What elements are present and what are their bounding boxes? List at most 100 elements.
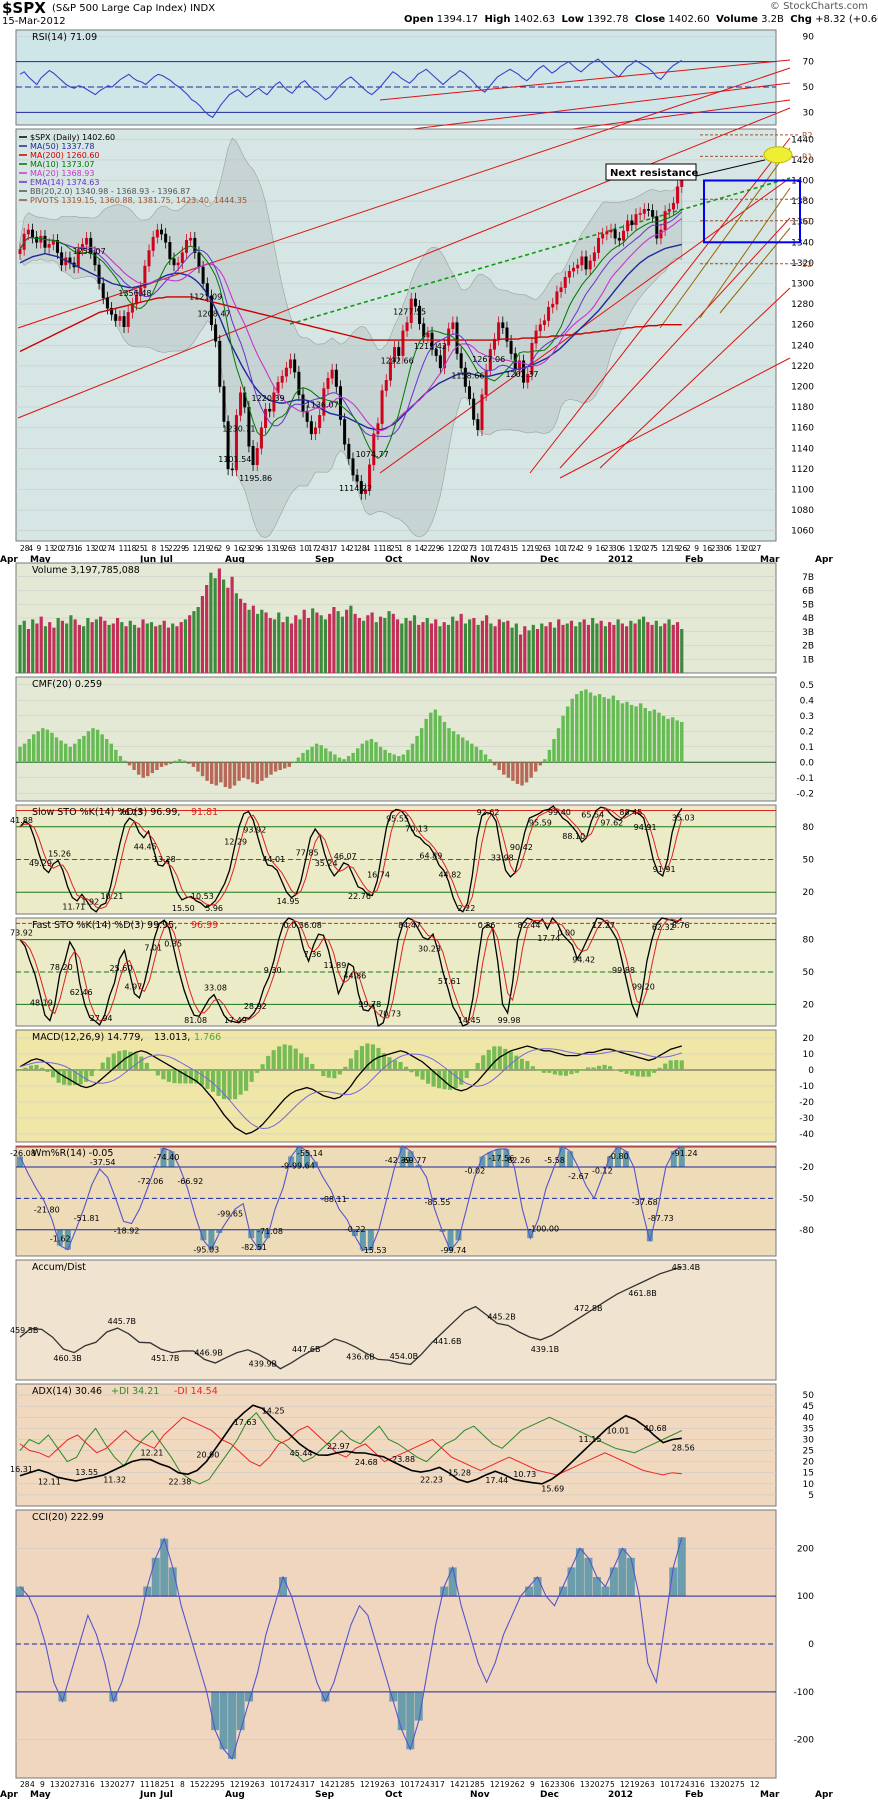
wmr-tick-label: -80 bbox=[799, 1226, 814, 1236]
cmf-bar bbox=[602, 697, 606, 763]
candle-body bbox=[318, 415, 322, 428]
macd-bar bbox=[326, 1070, 331, 1078]
macd-bar bbox=[177, 1070, 182, 1084]
candle-body bbox=[443, 345, 447, 369]
bottom-month-label: Sep bbox=[315, 1790, 335, 1800]
volume-bar bbox=[646, 622, 650, 673]
macd-bar bbox=[492, 1046, 497, 1070]
date-tick-label: 9 bbox=[226, 544, 231, 553]
volume-bar bbox=[582, 619, 586, 673]
bottom-date-tick-label: 5 bbox=[610, 1780, 615, 1789]
volume-bar bbox=[489, 623, 493, 673]
wmr-overbought-fill bbox=[503, 1148, 510, 1167]
fast-sto-tick-label: 20 bbox=[803, 1000, 815, 1010]
wmr-overbought-fill bbox=[17, 1156, 23, 1167]
slow-sto-value-label: 77.85 bbox=[296, 849, 319, 858]
date-tick-label: 5 bbox=[184, 544, 189, 553]
macd-bar bbox=[78, 1070, 83, 1085]
cmf-bar bbox=[109, 743, 113, 763]
wmr-overbought-fill bbox=[168, 1151, 175, 1167]
volume-bar bbox=[230, 576, 234, 673]
volume-bar bbox=[485, 615, 489, 673]
fast-sto-value-label: 28.92 bbox=[244, 1002, 267, 1011]
cmf-bar bbox=[150, 762, 155, 774]
volume-bar bbox=[387, 611, 391, 673]
cmf-title: CMF(20) 0.259 bbox=[32, 679, 102, 690]
bottom-month-label: Dec bbox=[540, 1790, 559, 1800]
cci-overbought-fill bbox=[592, 1577, 601, 1597]
wmr-value-label: -0.22 bbox=[345, 1225, 366, 1234]
bottom-date-tick-label: 12 bbox=[230, 1780, 240, 1789]
volume-bar bbox=[175, 626, 179, 673]
cci-title: CCI(20) 222.99 bbox=[32, 1512, 104, 1523]
price-tick-label: 1300 bbox=[791, 280, 814, 290]
cmf-bar bbox=[638, 703, 643, 763]
cmf-bar bbox=[287, 762, 291, 767]
cmf-bar bbox=[643, 708, 647, 763]
date-tick-label: 8 bbox=[152, 544, 157, 553]
volume-bar bbox=[209, 572, 213, 673]
macd-bar bbox=[244, 1070, 249, 1091]
macd-bar bbox=[536, 1070, 541, 1071]
volume-bar bbox=[527, 630, 531, 673]
wmr-value-label: -1.62 bbox=[50, 1235, 71, 1244]
macd-bar bbox=[624, 1070, 629, 1074]
cmf-bar bbox=[565, 706, 570, 763]
pivot-label: S2 bbox=[802, 260, 812, 269]
wmr-oversold-fill bbox=[216, 1229, 223, 1233]
candle-body bbox=[168, 242, 172, 260]
adx-tick-label: 20 bbox=[803, 1458, 815, 1468]
volume-bar bbox=[603, 626, 608, 673]
volume-bar bbox=[548, 622, 552, 673]
volume-bar bbox=[535, 629, 540, 673]
macd-bar bbox=[194, 1070, 199, 1084]
low-label: Low bbox=[561, 14, 584, 25]
cmf-bar bbox=[611, 695, 616, 763]
candle-body bbox=[463, 367, 467, 387]
cmf-bar bbox=[260, 762, 264, 781]
bottom-date-tick-label: 19 bbox=[630, 1780, 640, 1789]
candle-body bbox=[184, 239, 188, 253]
candle-body bbox=[609, 229, 613, 233]
volume-bar bbox=[26, 629, 31, 673]
slow-sto-value-label: 33.98 bbox=[491, 854, 514, 863]
cci-overbought-fill bbox=[558, 1586, 567, 1597]
candle-body bbox=[255, 448, 259, 466]
macd-bar bbox=[596, 1065, 602, 1070]
cci-oversold-fill bbox=[389, 1691, 398, 1702]
candle-body bbox=[93, 252, 97, 266]
volume-label: Volume bbox=[716, 14, 758, 25]
date-tick-label: 12 bbox=[522, 544, 532, 553]
macd-bar bbox=[558, 1070, 563, 1076]
macd-bar bbox=[619, 1070, 624, 1072]
slow-sto-value-label: 14.95 bbox=[277, 897, 300, 906]
wmr-oversold-fill bbox=[208, 1229, 215, 1250]
cmf-tick-label: 0.3 bbox=[800, 712, 814, 722]
cci-overbought-fill bbox=[440, 1586, 449, 1597]
fast-sto-value-label: 84.47 bbox=[398, 921, 421, 930]
cci-oversold-fill bbox=[414, 1691, 423, 1721]
date-tick-label: 1 bbox=[398, 544, 403, 553]
adx-tick-label: 15 bbox=[803, 1469, 814, 1479]
cci-overbought-fill bbox=[618, 1548, 627, 1597]
candle-body bbox=[172, 258, 176, 266]
volume-bar bbox=[107, 624, 111, 673]
accum-value-label: 461.8B bbox=[628, 1289, 656, 1298]
volume-bar bbox=[302, 609, 306, 673]
cci-overbought-fill bbox=[160, 1538, 169, 1597]
macd-bar bbox=[574, 1070, 580, 1073]
bottom-date-tick-label: 13 bbox=[50, 1780, 60, 1789]
month-label: May bbox=[30, 555, 51, 565]
volume-tick-label: 7B bbox=[802, 573, 814, 583]
volume-bar bbox=[255, 613, 260, 673]
cmf-bar bbox=[520, 762, 524, 786]
macd-bar bbox=[304, 1057, 309, 1070]
adx-value-label: 20.90 bbox=[196, 1451, 219, 1460]
cci-overbought-fill bbox=[609, 1567, 618, 1597]
cmf-bar bbox=[401, 754, 406, 763]
wmr-value-label: -37.68 bbox=[632, 1198, 658, 1207]
candle-body bbox=[484, 369, 488, 395]
fast-sto-value-label: 94.42 bbox=[572, 955, 595, 964]
accum-line bbox=[19, 1266, 682, 1370]
candle-body bbox=[526, 373, 530, 383]
